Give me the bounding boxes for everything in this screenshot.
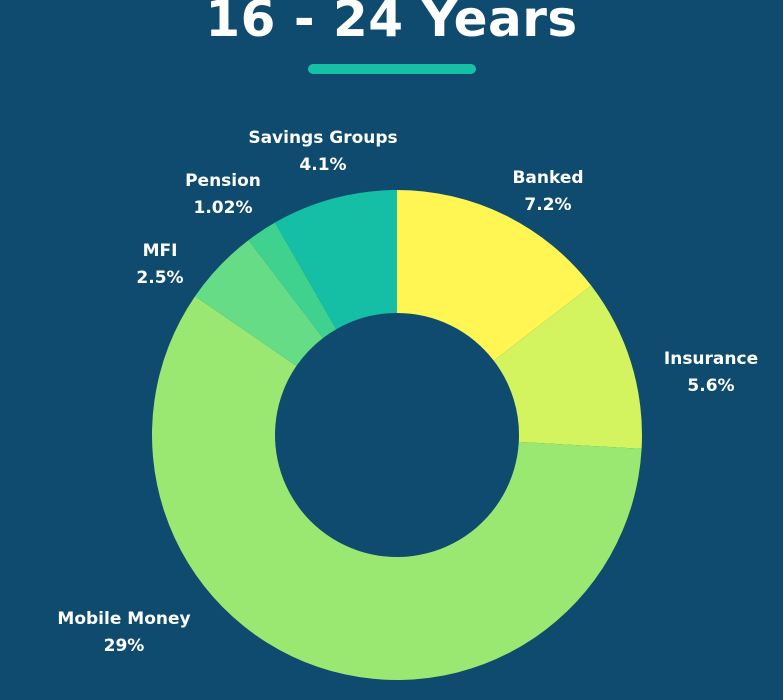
slice-savings-groups bbox=[274, 190, 397, 330]
slice-banked bbox=[397, 190, 592, 361]
chart-title: 16 - 24 Years bbox=[205, 0, 578, 48]
slice-value-banked: 7.2% bbox=[524, 195, 571, 215]
slice-value-savings-groups: 4.1% bbox=[299, 155, 346, 175]
title-underline bbox=[308, 64, 476, 74]
slices-layer bbox=[151, 190, 642, 681]
slice-label-insurance: Insurance bbox=[664, 349, 758, 369]
slice-mfi bbox=[195, 240, 324, 366]
slice-mobile-money bbox=[151, 296, 642, 681]
slice-value-insurance: 5.6% bbox=[687, 376, 734, 396]
slice-label-mfi: MFI bbox=[143, 241, 178, 261]
slice-label-mobile-money: Mobile Money bbox=[57, 609, 190, 629]
slice-value-mobile-money: 29% bbox=[104, 636, 145, 656]
slice-label-savings-groups: Savings Groups bbox=[248, 128, 397, 148]
slice-insurance bbox=[493, 285, 642, 449]
slice-value-pension: 1.02% bbox=[194, 198, 253, 218]
slice-label-pension: Pension bbox=[185, 171, 261, 191]
slice-pension bbox=[248, 222, 337, 338]
labels-layer: Banked 7.2% Insurance 5.6% Mobile Money 29% MF… bbox=[57, 128, 758, 656]
slice-value-mfi: 2.5% bbox=[136, 268, 183, 288]
slice-label-banked: Banked bbox=[512, 168, 583, 188]
